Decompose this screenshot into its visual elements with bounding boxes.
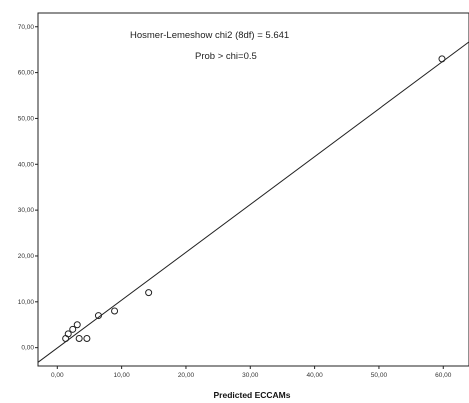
data-point [64, 330, 72, 338]
x-axis: 0,00 10,00 20,00 30,00 40,00 50,00 60,00 [51, 366, 452, 379]
data-point [438, 55, 446, 63]
y-tick-label: 50,00 [18, 115, 35, 122]
annotation-hosmer-lemeshow: Hosmer-Lemeshow chi2 (8df) = 5.641 [130, 30, 289, 41]
data-points-layer [62, 55, 446, 342]
x-tick-label: 50,00 [371, 372, 388, 379]
y-tick-label: 20,00 [18, 253, 35, 260]
y-tick-label: 70,00 [18, 24, 35, 31]
y-tick-label: 30,00 [18, 207, 35, 214]
data-point [69, 325, 77, 333]
data-point [73, 321, 81, 329]
data-point [145, 289, 153, 297]
reference-line-layer [37, 41, 469, 363]
annotation-prob: Prob > chi=0.5 [195, 51, 257, 62]
y-axis: 0,00 10,00 20,00 30,00 40,00 50,00 60,00 70,00 [18, 24, 38, 352]
x-tick-label: 0,00 [51, 372, 64, 379]
x-tick-label: 20,00 [178, 372, 195, 379]
x-tick-label: 60,00 [435, 372, 452, 379]
x-axis-title: Predicted ECCAMs [214, 390, 291, 400]
data-point [83, 334, 91, 342]
plot-frame [37, 12, 469, 367]
data-point [75, 334, 83, 342]
x-tick-label: 40,00 [306, 372, 323, 379]
y-tick-label: 60,00 [18, 70, 35, 77]
data-point [94, 312, 102, 320]
y-tick-label: 0,00 [21, 345, 34, 352]
y-tick-label: 10,00 [18, 299, 35, 306]
y-tick-label: 40,00 [18, 161, 35, 168]
x-tick-label: 10,00 [113, 372, 130, 379]
data-point [111, 307, 119, 315]
reference-line [37, 41, 469, 363]
x-tick-label: 30,00 [242, 372, 259, 379]
